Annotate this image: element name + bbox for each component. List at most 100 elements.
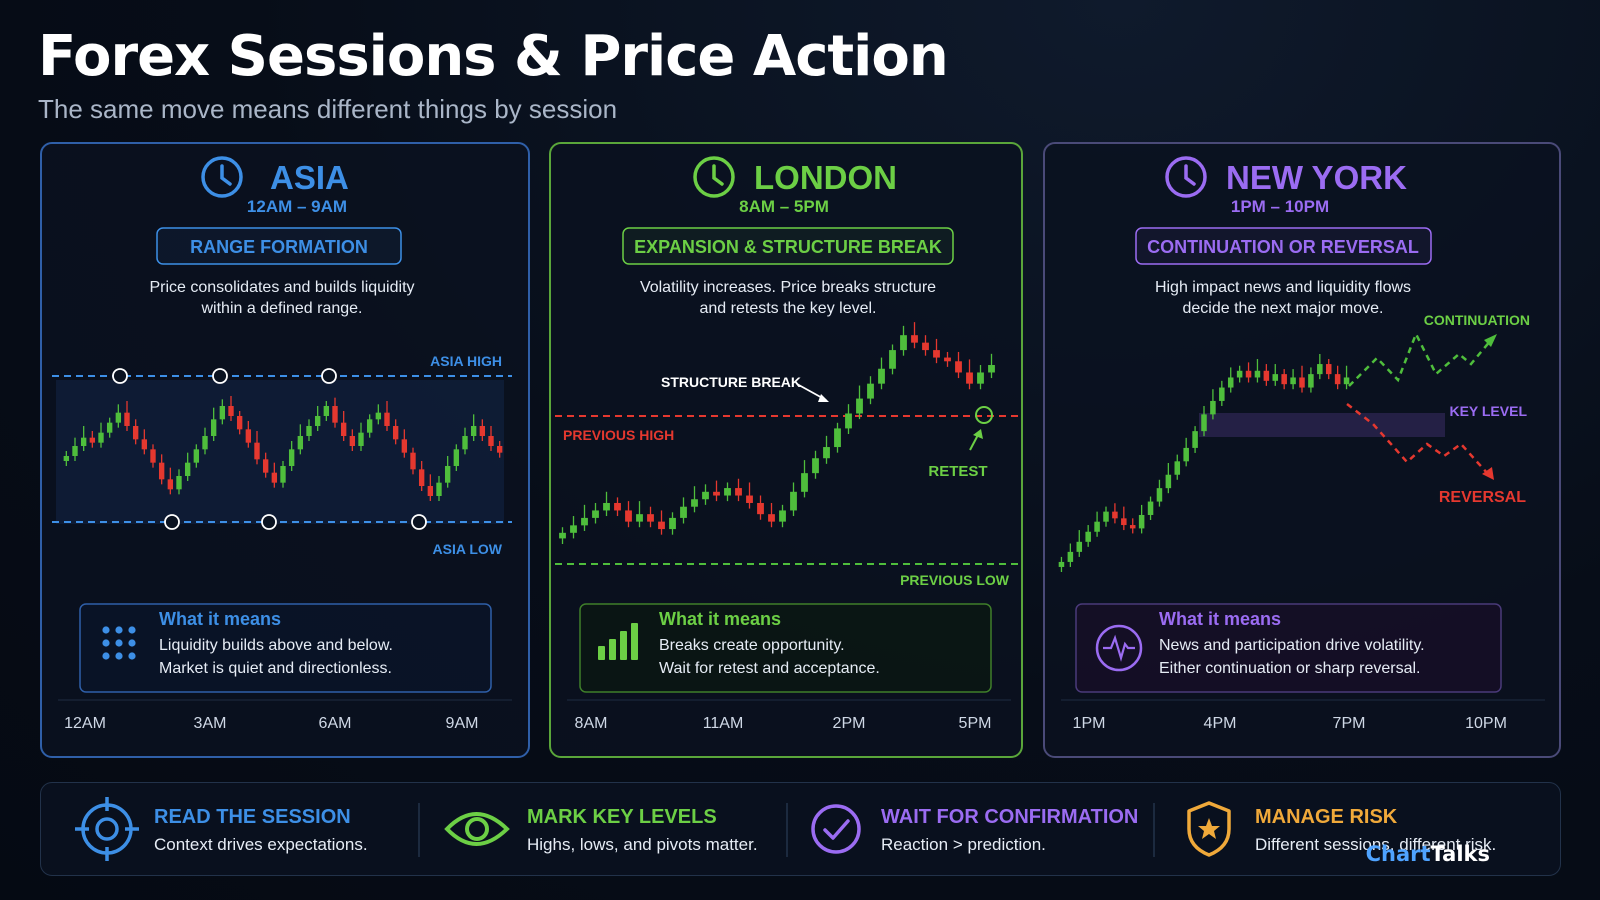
asia-tick-label: 3AM xyxy=(194,715,227,732)
london-candle xyxy=(757,502,764,515)
asia-description-line-2: within a defined range. xyxy=(201,300,363,317)
asia-candle xyxy=(271,472,278,483)
asia-candle xyxy=(349,436,356,446)
asia-candle xyxy=(375,412,382,420)
asia-candle xyxy=(392,426,399,440)
asia-candle xyxy=(254,442,260,460)
asia-candle xyxy=(401,439,408,453)
newyork-tick-label: 4PM xyxy=(1204,715,1237,732)
footer-item-body: Different sessions, different risk. xyxy=(1255,835,1496,854)
london-candle xyxy=(581,517,588,526)
london-candle xyxy=(856,398,863,414)
newyork-candle xyxy=(1281,374,1287,385)
london-candle xyxy=(878,368,885,384)
asia-meaning-title: What it means xyxy=(159,609,281,629)
asia-candle xyxy=(184,462,191,476)
london-candle xyxy=(933,350,940,358)
asia-candle xyxy=(496,446,503,453)
london-clock-icon xyxy=(693,156,735,198)
newyork-candle xyxy=(1192,431,1198,448)
london-candle xyxy=(911,335,918,343)
asia-candle xyxy=(132,426,139,440)
asia-candle xyxy=(297,436,304,450)
newyork-candle xyxy=(1236,370,1243,378)
london-candle xyxy=(779,510,786,522)
asia-candles xyxy=(63,396,503,501)
brand-logo: ChartTalks xyxy=(1366,842,1490,866)
asia-low-label: ASIA LOW xyxy=(433,541,503,557)
newyork-session-hours: 1PM – 10PM xyxy=(1231,197,1329,216)
asia-candle xyxy=(150,449,156,463)
newyork-candle xyxy=(1138,514,1145,529)
asia-candle xyxy=(124,412,130,426)
london-candle xyxy=(625,510,632,522)
london-candle xyxy=(944,357,951,362)
asia-candle xyxy=(236,416,243,430)
newyork-candle xyxy=(1245,370,1252,378)
asia-candle xyxy=(115,412,122,423)
london-previous-high-label: PREVIOUS HIGH xyxy=(563,427,674,443)
london-meaning-box xyxy=(579,603,992,693)
asia-candle xyxy=(340,422,347,436)
london-description-line-1: Volatility increases. Price breaks struc… xyxy=(640,279,936,296)
asia-candle xyxy=(280,466,286,483)
continuation-label: CONTINUATION xyxy=(1424,312,1530,328)
newyork-candle xyxy=(1147,501,1154,515)
asia-candle xyxy=(323,406,330,416)
london-candle xyxy=(746,495,753,503)
asia-candle xyxy=(418,469,425,486)
asia-session-panel: ASIA 12AM – 9AM RANGE FORMATION Price co… xyxy=(40,142,530,758)
newyork-candle xyxy=(1112,511,1118,519)
asia-high-label: ASIA HIGH xyxy=(430,353,502,369)
london-meaning-line-2: Wait for retest and acceptance. xyxy=(659,660,880,677)
newyork-candle xyxy=(1183,447,1189,462)
asia-candle xyxy=(453,449,460,466)
newyork-key-level-zone xyxy=(1199,413,1445,437)
newyork-tick-label: 7PM xyxy=(1333,715,1366,732)
london-candle xyxy=(900,335,907,351)
newyork-candle xyxy=(1317,364,1323,375)
principles-footer: READ THE SESSION Context drives expectat… xyxy=(40,782,1561,876)
london-candle xyxy=(845,413,852,429)
asia-candle xyxy=(410,452,416,470)
london-candle xyxy=(977,372,984,384)
newyork-candle xyxy=(1174,461,1181,475)
structure-break-label: STRUCTURE BREAK xyxy=(661,374,801,390)
asia-high-touch-marker xyxy=(112,368,128,384)
retest-marker xyxy=(975,406,993,424)
asia-description-line-1: Price consolidates and builds liquidity xyxy=(149,279,414,296)
newyork-candle xyxy=(1129,525,1136,529)
asia-candle xyxy=(202,436,208,450)
asia-low-touch-marker xyxy=(164,514,180,530)
london-candle xyxy=(658,521,665,530)
london-candle xyxy=(603,502,610,511)
newyork-candle xyxy=(1165,474,1172,489)
london-candle xyxy=(691,499,698,507)
footer-item-title: WAIT FOR CONFIRMATION xyxy=(881,806,1138,828)
dot-grid-icon xyxy=(102,626,136,660)
asia-candle xyxy=(314,416,321,426)
newyork-key-level-label: KEY LEVEL xyxy=(1449,403,1527,419)
asia-candle xyxy=(106,422,113,433)
retest-arrow xyxy=(969,429,983,451)
london-candle xyxy=(955,361,962,373)
london-candle xyxy=(570,525,577,533)
newyork-meaning-line-1: News and participation drive volatility. xyxy=(1159,637,1425,654)
asia-candle xyxy=(89,437,96,443)
newyork-candle xyxy=(1227,377,1234,388)
footer-item-body: Reaction > prediction. xyxy=(881,835,1046,854)
asia-candle xyxy=(262,459,269,473)
london-phase-label: EXPANSION & STRUCTURE BREAK xyxy=(634,237,942,257)
reversal-path xyxy=(1346,403,1494,480)
london-meaning-title: What it means xyxy=(659,609,781,629)
newyork-meaning-box xyxy=(1075,603,1502,693)
newyork-candle xyxy=(1121,518,1127,526)
asia-candle xyxy=(288,449,295,466)
london-candle xyxy=(889,350,896,369)
brand-logo-part-2: Talks xyxy=(1430,842,1490,866)
asia-candle xyxy=(384,412,390,426)
newyork-candle xyxy=(1201,414,1207,432)
pulse-icon xyxy=(1095,624,1143,672)
london-tick-label: 2PM xyxy=(833,715,866,732)
footer-graphics: READ THE SESSION Context drives expectat… xyxy=(75,797,1496,861)
